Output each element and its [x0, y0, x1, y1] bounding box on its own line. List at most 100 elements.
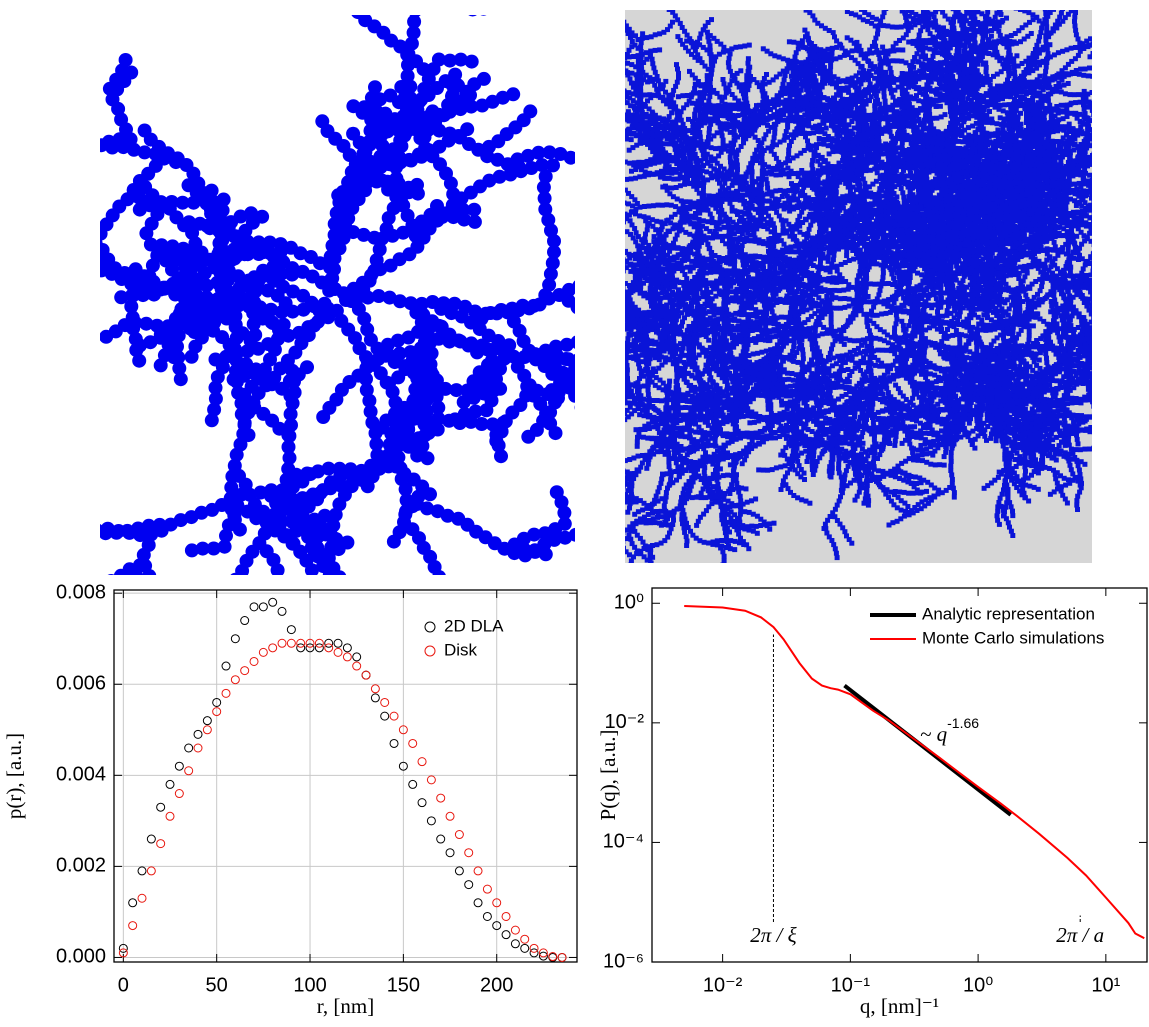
particle	[1110, 277, 1115, 282]
particle	[1103, 189, 1108, 194]
particle	[1114, 328, 1119, 333]
particle	[368, 80, 382, 94]
particle	[1105, 117, 1110, 122]
particle	[1129, 156, 1134, 161]
particle	[1100, 241, 1105, 246]
particle	[900, 190, 905, 195]
particle	[1132, 148, 1137, 153]
particle	[1100, 111, 1105, 116]
particle	[1093, 297, 1098, 302]
particle	[1091, 159, 1096, 164]
particle	[1139, 245, 1144, 250]
particle	[1096, 129, 1101, 134]
particle	[1112, 200, 1117, 205]
particle	[79, 267, 93, 281]
particle	[1145, 329, 1149, 334]
particle	[1105, 284, 1110, 289]
particle	[1117, 193, 1122, 198]
particle	[592, 349, 606, 363]
particle	[1116, 152, 1121, 157]
particle	[448, 412, 462, 426]
particle	[1098, 224, 1103, 229]
particle	[583, 355, 597, 369]
particle	[133, 203, 147, 217]
particle	[1055, 121, 1060, 126]
particle	[1116, 190, 1121, 195]
particle	[1094, 319, 1099, 324]
particle	[575, 351, 589, 365]
particle	[1120, 334, 1125, 339]
particle	[1098, 120, 1103, 125]
particle	[1109, 145, 1114, 150]
particle	[125, 579, 139, 593]
particle	[1104, 140, 1109, 145]
particle	[1103, 162, 1108, 167]
particle	[1119, 160, 1124, 165]
particle	[1144, 182, 1149, 187]
particle	[1120, 155, 1125, 160]
particle	[1092, 155, 1097, 160]
particle	[1100, 287, 1105, 292]
particle	[1141, 186, 1146, 191]
particle	[1143, 254, 1148, 259]
particle	[1122, 202, 1127, 207]
particle	[1119, 274, 1124, 279]
particle	[1144, 227, 1149, 232]
particle	[1102, 329, 1107, 334]
particle	[1123, 186, 1128, 191]
particle	[875, 348, 880, 353]
particle	[1119, 224, 1124, 229]
particle	[1138, 203, 1143, 208]
particle	[387, 535, 401, 549]
particle	[1118, 212, 1123, 217]
particle	[1124, 196, 1129, 201]
particle	[1140, 208, 1145, 213]
particle	[459, 600, 473, 614]
particle	[310, 516, 324, 530]
particle	[1097, 138, 1102, 143]
particle	[423, 0, 437, 7]
particle	[1108, 225, 1113, 230]
particle	[1105, 234, 1110, 239]
particle	[1110, 127, 1115, 132]
particle	[1128, 170, 1133, 175]
particle	[1095, 147, 1100, 152]
particle	[594, 356, 608, 370]
particle	[1119, 199, 1124, 204]
particle	[1133, 187, 1138, 192]
particle	[1115, 141, 1120, 146]
particle	[1118, 98, 1123, 103]
particle	[1106, 331, 1111, 336]
particle	[1092, 182, 1097, 187]
particle	[1136, 332, 1141, 337]
particle	[1111, 117, 1116, 122]
particle	[1108, 189, 1113, 194]
particle	[1093, 265, 1098, 270]
particle	[1101, 129, 1106, 134]
particle	[1125, 175, 1130, 180]
particle	[132, 354, 146, 368]
particle	[1140, 212, 1145, 217]
particle	[1075, 192, 1080, 197]
particle	[85, 247, 99, 261]
particle	[1099, 133, 1104, 138]
particle	[1137, 207, 1142, 212]
particle	[477, 2, 491, 16]
particle	[1104, 189, 1109, 194]
particle	[1140, 240, 1145, 245]
particle	[1116, 245, 1121, 250]
particle	[1097, 89, 1102, 94]
particle	[1101, 185, 1106, 190]
particle	[1134, 165, 1139, 170]
particle	[1143, 165, 1148, 170]
particle	[90, 523, 104, 537]
particle	[1094, 151, 1099, 156]
particle	[1098, 343, 1103, 348]
particle	[1142, 196, 1147, 201]
particle	[1066, 126, 1071, 131]
particle	[1134, 221, 1139, 226]
particle	[1102, 279, 1107, 284]
particle	[394, 80, 408, 94]
particle	[1108, 280, 1113, 285]
particle	[1091, 218, 1096, 223]
